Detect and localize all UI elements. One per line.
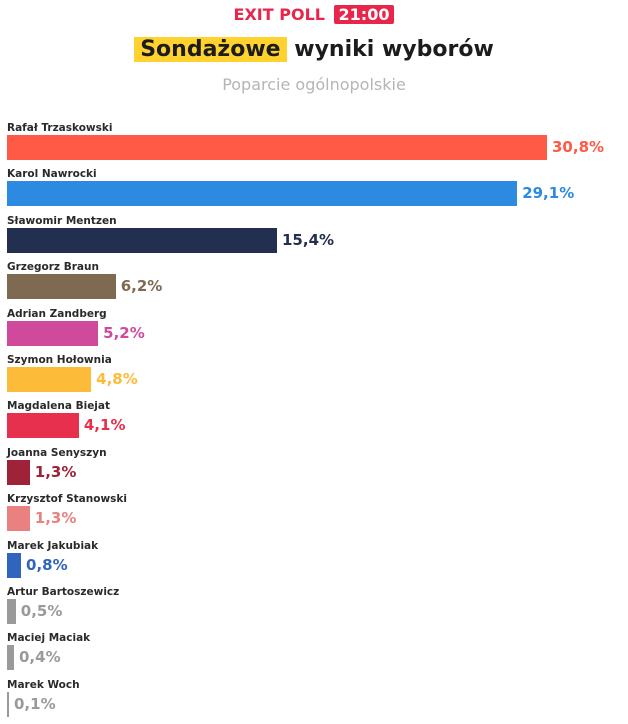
bar (7, 274, 116, 300)
bar-value-label: 6,2% (120, 277, 163, 296)
bar-label: Joanna Senyszyn (7, 446, 107, 459)
bar-row: Grzegorz Braun 6,2% (7, 260, 621, 306)
bar-value-label: 0,1% (14, 694, 56, 713)
bar-value-label: 30,8% (552, 138, 605, 156)
bar-label: Rafał Trzaskowski (7, 122, 113, 134)
bar (7, 506, 30, 532)
bar-row: Karol Nawrocki 29,1% (7, 167, 621, 213)
bar-row: Szymon Hołownia 4,8% (7, 353, 621, 399)
bar-label: Adrian Zandberg (7, 307, 107, 320)
bar (7, 135, 547, 160)
bar-value-label: 5,2% (103, 323, 145, 342)
bar-row: Krzysztof Stanowski 1,3% (7, 492, 621, 538)
bar-label: Szymon Hołownia (7, 353, 112, 366)
bar (7, 459, 30, 485)
bar-value-label: 4,8% (96, 369, 138, 388)
bar-label: Karol Nawrocki (7, 168, 97, 181)
bar-label: Artur Bartoszewicz (7, 585, 120, 598)
bar-row: Rafał Trzaskowski 30,8% (7, 121, 621, 167)
bar-label: Sławomir Mentzen (7, 214, 117, 227)
bar (7, 320, 99, 346)
exit-poll-line: EXIT POLL 21:00 (0, 4, 628, 26)
bar (7, 598, 16, 624)
bar (7, 181, 518, 207)
bar-value-label: 1,3% (34, 509, 77, 528)
bar-value-label: 0,5% (20, 601, 63, 620)
bar-row: Magdalena Biejat 4,1% (7, 399, 621, 445)
bar (7, 691, 9, 717)
bar-row: Maciej Maciak 0,4% (7, 631, 621, 677)
bar (7, 227, 277, 253)
bar-row: Joanna Senyszyn 1,3% (7, 446, 621, 492)
chart-subtitle: Poparcie ogólnopolskie (222, 75, 406, 94)
chart-title: Sondażowe wyniki wyborów (0, 34, 628, 66)
title-rest: wyniki wyborów (294, 37, 494, 62)
title-highlight: Sondażowe (134, 37, 287, 62)
bar-value-label: 29,1% (522, 184, 575, 203)
bar-value-label: 4,1% (83, 416, 126, 435)
bar-row: Adrian Zandberg 5,2% (7, 307, 621, 353)
bar (7, 552, 22, 578)
bar-label: Marek Woch (7, 678, 80, 691)
bar-label: Maciej Maciak (7, 632, 91, 645)
bar-label: Marek Jakubiak (7, 539, 99, 552)
bar-label: Krzysztof Stanowski (7, 493, 127, 506)
bar-row: Marek Woch 0,1% (7, 678, 621, 724)
bar (7, 413, 79, 439)
exit-poll-label: EXIT POLL (233, 5, 325, 24)
bar-row: Marek Jakubiak 0,8% (7, 539, 621, 585)
bar-value-label: 0,8% (26, 555, 68, 574)
bar-chart: Rafał Trzaskowski 30,8% Karol Nawrocki 29,1… (7, 121, 621, 724)
exit-poll-time: 21:00 (333, 5, 395, 24)
bar (7, 366, 92, 392)
bar (7, 645, 14, 671)
bar-row: Sławomir Mentzen 15,4% (7, 214, 621, 260)
bar-value-label: 0,4% (19, 648, 61, 667)
bar-label: Magdalena Biejat (7, 400, 111, 413)
bar-value-label: 1,3% (34, 462, 77, 481)
bar-row: Artur Bartoszewicz 0,5% (7, 585, 621, 631)
bar-value-label: 15,4% (282, 230, 335, 249)
bar-label: Grzegorz Braun (7, 261, 99, 274)
